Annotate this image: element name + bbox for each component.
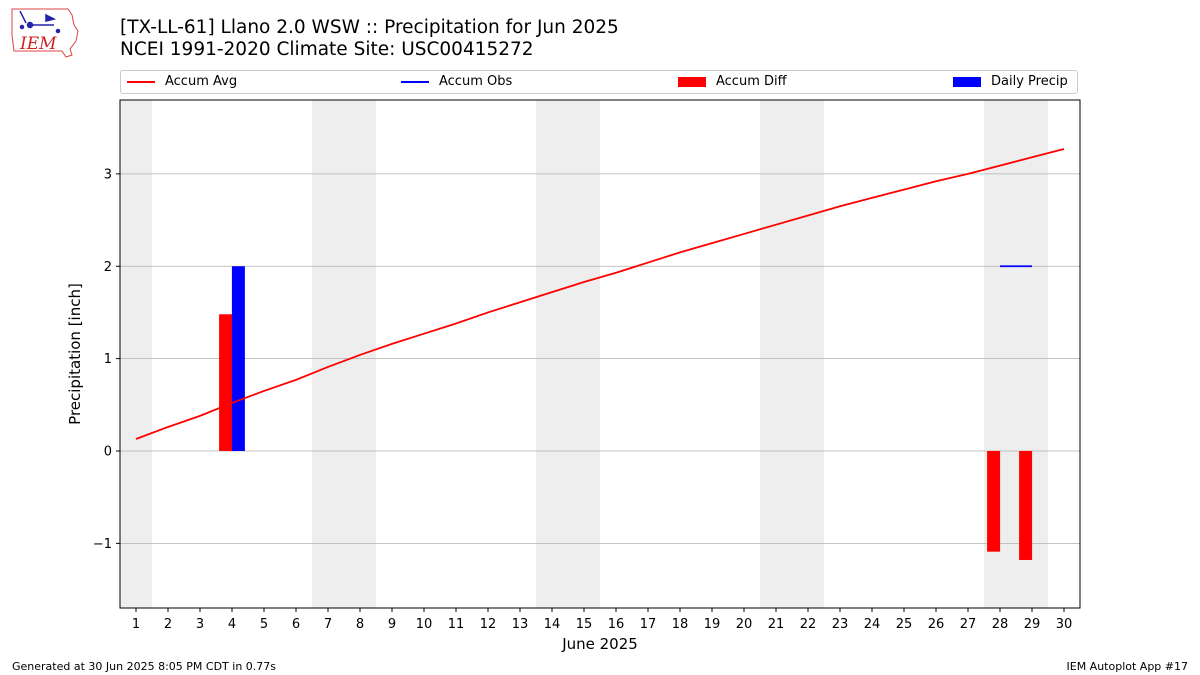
ytick-label-3: 2 (104, 260, 112, 275)
xtick-label-29: 29 (1024, 617, 1041, 632)
xtick-label-6: 6 (292, 617, 300, 632)
xtick-label-22: 22 (800, 617, 817, 632)
xtick-label-9: 9 (388, 617, 396, 632)
xtick-label-19: 19 (704, 617, 721, 632)
xtick-label-25: 25 (896, 617, 913, 632)
legend-swatch-accum-diff (678, 76, 706, 87)
xtick-label-14: 14 (544, 617, 561, 632)
xtick-label-18: 18 (672, 617, 689, 632)
xtick-label-16: 16 (608, 617, 625, 632)
xtick-label-2: 2 (164, 617, 172, 632)
legend-label-accum-diff: Accum Diff (716, 74, 787, 89)
x-axis-label: June 2025 (561, 635, 638, 653)
legend-item-accum-diff: Accum Diff (678, 74, 787, 90)
xtick-label-17: 17 (640, 617, 657, 632)
weekend-shade-2 (536, 100, 600, 608)
legend-swatch-daily-precip (953, 76, 981, 87)
legend-label-daily-precip: Daily Precip (991, 74, 1068, 89)
legend: Accum Avg Accum Obs Accum Diff Daily Pre… (120, 70, 1078, 94)
xtick-label-20: 20 (736, 617, 753, 632)
generated-footer: Generated at 30 Jun 2025 8:05 PM CDT in … (12, 660, 277, 673)
xtick-label-21: 21 (768, 617, 785, 632)
xtick-label-12: 12 (480, 617, 497, 632)
xtick-label-1: 1 (132, 617, 140, 632)
xtick-label-13: 13 (512, 617, 529, 632)
xtick-label-23: 23 (832, 617, 849, 632)
xtick-label-15: 15 (576, 617, 593, 632)
plot-frame (119, 99, 1081, 609)
xtick-label-27: 27 (960, 617, 977, 632)
y-axis-label: Precipitation [inch] (66, 283, 84, 425)
xtick-label-5: 5 (260, 617, 268, 632)
ytick-label-4: 3 (104, 167, 112, 182)
ytick-label-0: −1 (93, 537, 112, 552)
legend-swatch-accum-avg (127, 80, 155, 83)
weekend-shade-3 (760, 100, 824, 608)
xtick-label-11: 11 (448, 617, 465, 632)
legend-item-accum-obs: Accum Obs (401, 74, 512, 90)
line-accum-avg (135, 148, 1065, 440)
xtick-label-26: 26 (928, 617, 945, 632)
legend-label-accum-avg: Accum Avg (165, 74, 238, 89)
chart-title: [TX-LL-61] Llano 2.0 WSW :: Precipitatio… (120, 17, 619, 61)
xtick-label-3: 3 (196, 617, 204, 632)
legend-item-daily-precip: Daily Precip (953, 74, 1068, 90)
xtick-label-24: 24 (864, 617, 881, 632)
bar-daily-precip-4 (231, 266, 245, 451)
weekend-shade-0 (120, 100, 152, 608)
title-line-1: [TX-LL-61] Llano 2.0 WSW :: Precipitatio… (120, 17, 619, 38)
xtick-label-10: 10 (416, 617, 433, 632)
xtick-label-4: 4 (228, 617, 236, 632)
iem-logo: IEM (11, 8, 79, 58)
title-line-2: NCEI 1991-2020 Climate Site: USC00415272 (120, 39, 534, 60)
logo-text: IEM (19, 34, 57, 54)
xtick-label-28: 28 (992, 617, 1009, 632)
bar-accum-diff-28 (987, 450, 1001, 552)
legend-swatch-accum-obs (401, 80, 429, 83)
weekend-shade-1 (312, 100, 376, 608)
xtick-label-30: 30 (1056, 617, 1073, 632)
xtick-label-8: 8 (356, 617, 364, 632)
legend-item-accum-avg: Accum Avg (127, 74, 237, 90)
ytick-label-2: 1 (104, 352, 112, 367)
bar-accum-diff-29 (1019, 450, 1033, 560)
weather-station-icon (19, 10, 61, 34)
legend-label-accum-obs: Accum Obs (439, 74, 513, 89)
app-footer: IEM Autoplot App #17 (1066, 660, 1189, 673)
xtick-label-7: 7 (324, 617, 332, 632)
iowa-outline-icon (11, 8, 79, 58)
bar-accum-diff-4 (219, 314, 233, 451)
ytick-label-1: 0 (104, 444, 112, 459)
